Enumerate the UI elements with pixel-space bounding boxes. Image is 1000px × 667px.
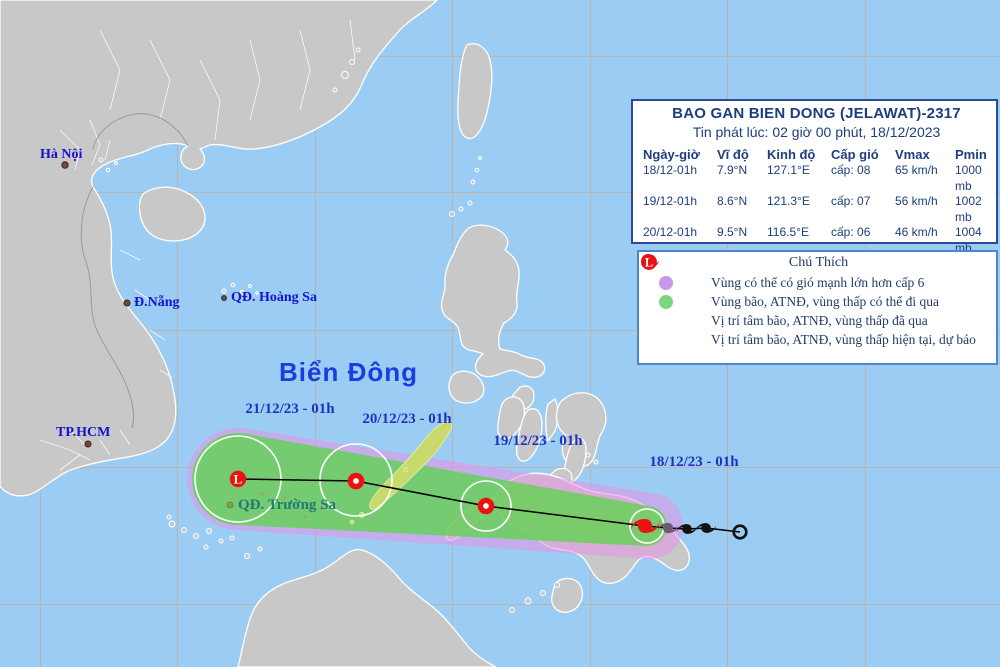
track-label-20-12: 20/12/23 - 01h (362, 411, 452, 427)
land-borneo (237, 548, 497, 667)
cell-pmin: 1000 mb (955, 163, 982, 193)
spratly-islets (260, 492, 323, 519)
city-label-danang: Đ.Nẵng (134, 295, 180, 310)
purple-area-icon (659, 275, 673, 290)
col-wind: Cấp gió (831, 147, 879, 162)
legend-item-label: Vị trí tâm bão, ATNĐ, vùng thấp đã qua (711, 313, 928, 328)
cell-lat: 7.9°N (717, 163, 748, 177)
legend-item: Vị trí tâm bão, ATNĐ, vùng thấp hiện tại… (641, 254, 992, 349)
hoangsa-dot (220, 294, 227, 301)
forecast-low-icon (641, 254, 657, 270)
storm-table-row: 20/12-01h 9.5°N 116.5°E cấp: 06 46 km/h … (643, 225, 990, 256)
forecast-position-19-icon (480, 500, 491, 511)
legend-box: Chú Thích Vùng có thể có gió mạnh lớn hơ… (637, 250, 998, 365)
land-mainland-asia (0, 0, 438, 497)
land-hainan (138, 186, 206, 242)
admin-borders (39, 19, 356, 471)
storm-table-row: 19/12-01h 8.6°N 121.3°E cấp: 07 56 km/h … (643, 194, 990, 225)
land-mindoro (448, 370, 485, 404)
hanoi-dot (61, 161, 69, 169)
cell-lat: 9.5°N (717, 225, 748, 239)
cell-lon: 116.5°E (767, 225, 809, 239)
storm-info-box: BAO GAN BIEN DONG (JELAWAT)-2317 Tin phá… (631, 99, 998, 286)
label-truong-sa: QĐ. Trường Sa (238, 497, 337, 513)
track-label-19-12: 19/12/23 - 01h (493, 433, 583, 449)
label-bien-dong: Biển Đông (279, 357, 418, 387)
cell-vmax: 56 km/h (895, 194, 938, 208)
cell-vmax: 46 km/h (895, 225, 938, 239)
legend-item-label: Vùng có thể có gió mạnh lớn hơn cấp 6 (711, 275, 925, 290)
country-borders (80, 113, 189, 429)
col-vmax: Vmax (895, 147, 930, 162)
city-dots (61, 161, 234, 509)
tphcm-dot (84, 440, 92, 448)
city-label-hanoi: Hà Nội (40, 147, 83, 162)
col-pmin: Pmin (955, 147, 987, 162)
storm-table-row: 18/12-01h 7.9°N 127.1°E cấp: 08 65 km/h … (643, 163, 990, 194)
truongsa-dot (226, 501, 234, 509)
land-panay (497, 396, 526, 440)
legend-item: Vị trí tâm bão, ATNĐ, vùng thấp đã qua (641, 254, 992, 330)
green-area-icon (659, 294, 673, 309)
cell-wind: cấp: 06 (831, 225, 871, 239)
land-cebu (545, 398, 559, 442)
cell-date: 20/12-01h (643, 225, 698, 239)
storm-table-header: Ngày-giờ Vĩ độ Kinh độ Cấp gió Vmax Pmin (643, 146, 990, 163)
land-taiwan (457, 43, 493, 140)
forecast-position-21-low-icon (229, 470, 247, 488)
legend-item-label: Vị trí tâm bão, ATNĐ, vùng thấp hiện tại… (711, 332, 976, 347)
track-label-21-12: 21/12/23 - 01h (245, 401, 335, 417)
danang-dot (123, 299, 131, 307)
label-hoang-sa: QĐ. Hoàng Sa (231, 290, 317, 305)
track-label-18-12: 18/12/23 - 01h (649, 454, 739, 470)
cell-wind: cấp: 08 (831, 163, 871, 177)
storm-title: BAO GAN BIEN DONG (JELAWAT)-2317 (672, 105, 961, 122)
land-negros (515, 408, 543, 462)
cell-pmin: 1002 mb (955, 194, 982, 224)
cell-lon: 121.3°E (767, 194, 810, 208)
col-lat: Vĩ độ (717, 147, 749, 162)
legend-item: Vùng bão, ATNĐ, vùng thấp có thể đi qua (645, 292, 992, 311)
col-lon: Kinh độ (767, 147, 816, 162)
cell-date: 19/12-01h (643, 194, 698, 208)
small-islands (98, 47, 599, 613)
cell-vmax: 65 km/h (895, 163, 938, 177)
cell-wind: cấp: 07 (831, 194, 871, 208)
cell-lat: 8.6°N (717, 194, 748, 208)
legend-item-label: Vùng bão, ATNĐ, vùng thấp có thể đi qua (711, 294, 939, 309)
col-date: Ngày-giờ (643, 147, 700, 162)
legend-item: Vùng có thể có gió mạnh lớn hơn cấp 6 (645, 273, 992, 292)
forecast-position-20-icon (350, 475, 361, 486)
storm-issued-time: Tin phát lúc: 02 giờ 00 phút, 18/12/2023 (692, 124, 941, 140)
cell-lon: 127.1°E (767, 163, 810, 177)
land-mindanao-south (551, 577, 584, 613)
city-label-tphcm: TP.HCM (56, 425, 111, 440)
land-luzon (440, 224, 546, 379)
cell-date: 18/12-01h (643, 163, 698, 177)
legend-title: Chú Thích (788, 255, 849, 270)
